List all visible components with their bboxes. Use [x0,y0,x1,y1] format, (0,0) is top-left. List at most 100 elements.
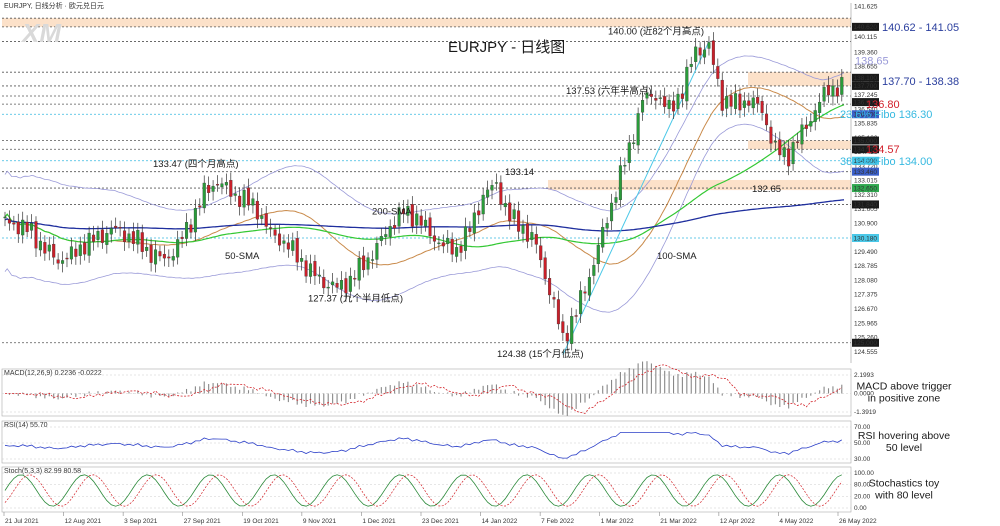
candle-body-105 [468,228,472,232]
candle-body-74 [331,281,335,286]
candle-body-69 [308,263,313,277]
candle-body-142 [632,142,636,144]
candle-body-175 [778,139,782,156]
candle-body-117 [521,225,525,234]
price-annotation: 127.37 (九个半月低点) [308,292,403,304]
indicator-tick-label: 70.00 [854,424,871,431]
candle-body-62 [277,233,282,246]
candle-body-166 [738,93,742,111]
date-tick-label: 23 Dec 2021 [422,518,459,525]
candle-body-61 [273,229,277,236]
bollinger-upper [4,55,845,215]
candle-body-51 [229,180,233,197]
candle-body-58 [260,215,264,219]
candle-body-127 [565,332,569,342]
candle-body-164 [729,95,733,107]
candle-body-9 [43,242,47,254]
candle-body-128 [570,316,574,344]
candle-body-52 [233,193,237,196]
candle-body-85 [379,236,383,241]
candle-body-129 [574,315,578,317]
date-tick-label: 21 Mar 2022 [660,518,697,525]
candle-body-5 [25,221,29,233]
candle-body-107 [477,210,481,216]
candle-body-123 [548,278,552,296]
price-annotation: 133.47 (四个月高点) [153,158,239,170]
candle-body-178 [791,142,795,165]
candle-body-130 [579,290,583,315]
indicator-note-line: 50 level [886,442,922,454]
date-tick-label: 4 May 2022 [779,518,813,525]
candle-body-30 [136,230,140,245]
candle-body-23 [105,233,109,245]
candle-body-46 [207,185,211,193]
date-tick-label: 19 Oct 2021 [243,518,279,525]
candle-body-47 [211,185,215,192]
indicator-tick-label: 20.00 [854,493,871,500]
candle-body-29 [131,231,135,244]
price-tag-label: 134.570 [854,147,878,154]
price-tag-label: 140.620 [854,24,878,31]
candle-body-86 [384,234,388,237]
candle-body-88 [393,225,397,229]
level-label: 136.80 [866,99,900,111]
price-tick-label: 137.245 [854,92,878,99]
candle-body-188 [835,87,839,97]
candle-body-104 [463,226,467,251]
candle-body-84 [375,243,379,260]
candle-body-100 [446,238,450,244]
candle-body-33 [149,244,153,263]
price-tag-label: 136.900 [854,99,878,106]
candle-body-64 [286,242,290,250]
candle-body-8 [38,240,42,251]
candle-body-171 [760,101,764,113]
candle-body-124 [552,297,556,300]
candle-body-4 [21,219,25,236]
candle-body-19 [87,232,91,256]
indicator-title: MACD(12,26,9) 0.2236 -0.0222 [4,370,102,377]
price-tag-bg [852,156,879,165]
price-tag-label: 135.000 [854,138,878,145]
candle-body-148 [658,97,662,99]
candle-body-60 [269,227,273,229]
price-tag-label: 132.650 [854,185,878,192]
resistance-zone-5 [748,140,851,150]
sma-100-line [4,104,845,248]
candle-body-116 [517,210,521,232]
candle-body-153 [680,93,684,99]
level-label: 137.70 - 138.38 [882,76,959,88]
resistance-zone-2 [748,72,851,86]
candle-body-35 [158,251,162,257]
chart-title: EURJPY - 日线图 [448,39,565,56]
candle-body-96 [428,217,432,237]
candle-body-73 [326,286,330,289]
price-tick-label: 135.835 [854,121,878,128]
candle-body-53 [238,195,242,207]
price-tag-label: 131.840 [854,202,878,209]
candle-body-54 [242,189,246,208]
candle-body-98 [437,242,441,245]
candle-body-111 [494,182,498,184]
price-tag-label: 138.100 [854,75,878,82]
candle-body-176 [782,147,786,158]
candle-body-122 [543,257,547,280]
candle-body-186 [826,84,831,96]
candle-body-113 [503,203,507,208]
candle-body-68 [304,260,308,277]
level-label: 138.65 [855,56,889,68]
candle-body-80 [357,257,361,281]
candle-body-150 [667,99,671,110]
indicator-tick-label: 80.00 [854,482,871,489]
candle-body-119 [530,232,534,240]
symbol-label: EURJPY, 日线分析 · 欧元兑日元 [4,1,104,10]
price-tick-label: 132.310 [854,192,878,199]
candle-body-91 [406,206,410,216]
price-tick-label: 133.015 [854,178,878,185]
candle-body-187 [831,85,835,97]
candle-body-179 [795,141,800,143]
stoch-d-line [4,474,843,507]
candle-body-20 [92,234,96,242]
candle-body-120 [534,234,538,245]
indicator-note: Stochastics toy with 80 level [869,478,940,502]
candle-body-125 [556,299,560,325]
